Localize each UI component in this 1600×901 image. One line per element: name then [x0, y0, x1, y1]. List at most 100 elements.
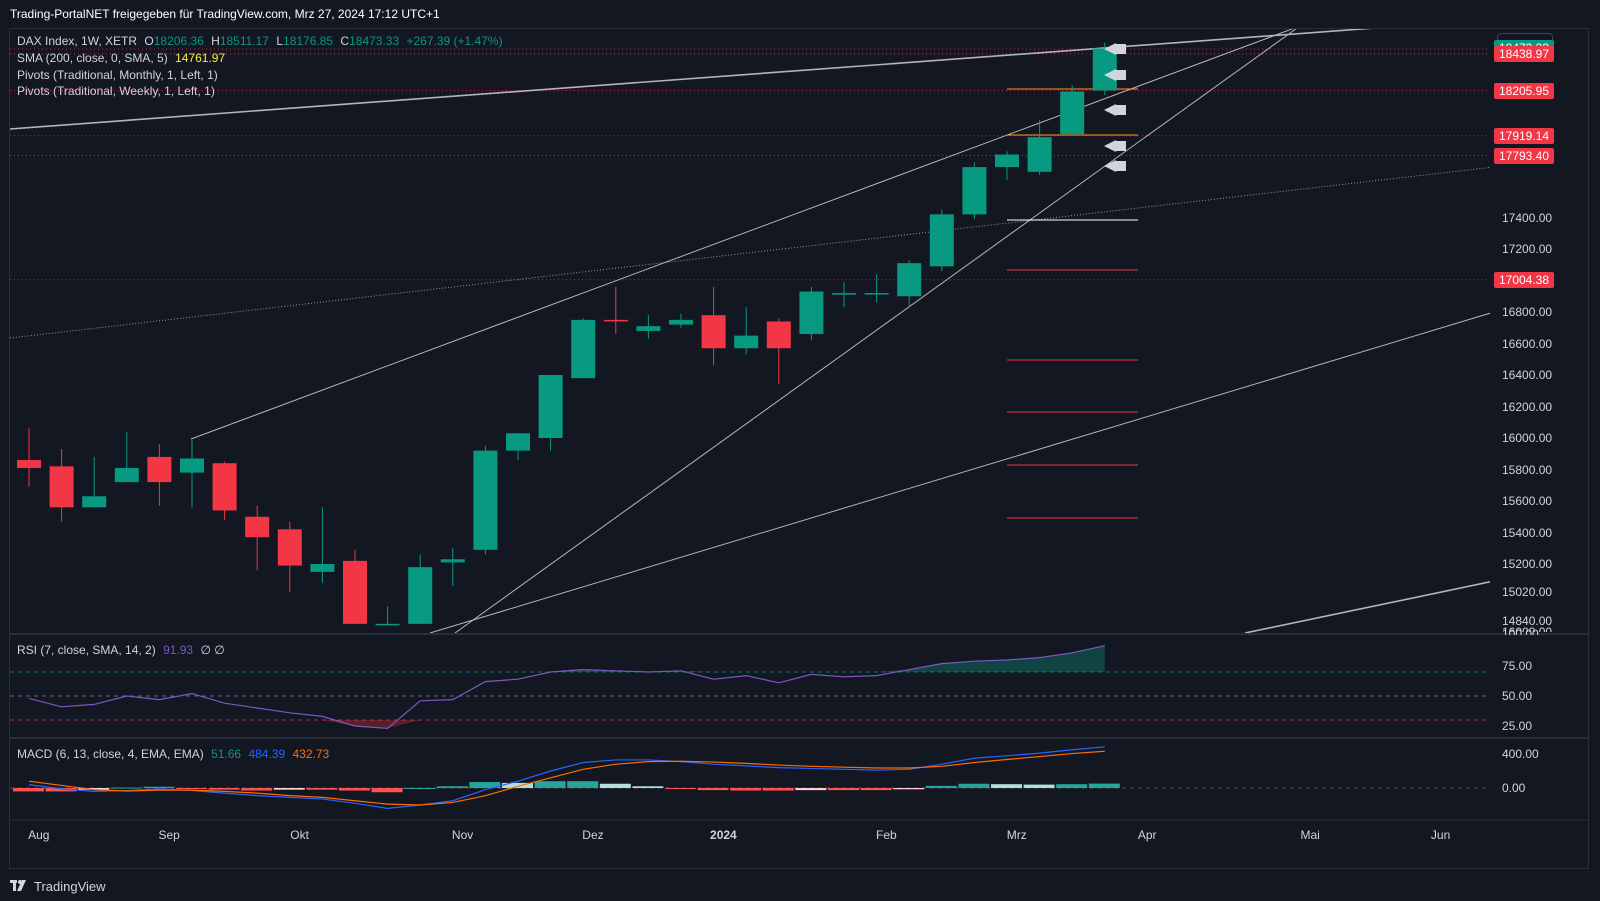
main-pane[interactable] [10, 26, 1494, 633]
macd-tick-label: 400.00 [1502, 747, 1539, 761]
macd-histogram-bar [306, 788, 338, 790]
candle-body [277, 529, 302, 566]
candle-body [832, 293, 856, 295]
price-label: 17793.40 [1494, 147, 1554, 164]
time-tick-label: Mrz [1006, 828, 1027, 842]
alert-arrow-icon [1104, 104, 1116, 116]
macd-histogram-bar [665, 788, 696, 789]
close-label: C [340, 34, 350, 48]
sma-legend[interactable]: SMA (200, close, 0, SMA, 5) 14761.97 [17, 51, 229, 65]
candle-body [180, 458, 204, 473]
candle-body [995, 154, 1019, 168]
price-tick-label: 14840.00 [1502, 613, 1553, 628]
candle-body [147, 456, 172, 483]
macd-histogram-bar [208, 788, 240, 790]
alert-marker-icon [1116, 44, 1126, 54]
macd-histogram-bar [795, 788, 827, 791]
low-label: L [276, 34, 284, 48]
candle-body [864, 293, 889, 295]
price-tick-label: 17400.00 [1502, 210, 1553, 225]
candle-body [571, 319, 596, 379]
candle-body [506, 433, 530, 451]
rsi-tick-label: 75.00 [1502, 659, 1533, 673]
macd-histogram-bar [534, 781, 566, 788]
macd-histogram-bar [697, 788, 729, 791]
candle-body [799, 291, 824, 335]
price-tick-label: 15020.00 [1502, 585, 1553, 600]
macd-legend[interactable]: MACD (6, 13, close, 4, EMA, EMA) 51.66 4… [17, 747, 333, 761]
time-tick-label: Okt [290, 828, 309, 842]
alert-marker-icon [1116, 105, 1126, 115]
trendline [190, 29, 1294, 440]
macd-histogram-bar [958, 783, 990, 788]
candle-body [1092, 48, 1117, 91]
high-value: 18511.17 [219, 34, 269, 48]
candle-body [245, 516, 270, 538]
trendline [10, 166, 1490, 339]
rsi-tick-label: 25.00 [1502, 719, 1533, 733]
main-legend[interactable]: DAX Index, 1W, XETR O18206.36 H18511.17 … [17, 34, 507, 48]
price-label: 18438.97 [1494, 45, 1554, 62]
macd-histogram-bar [828, 788, 859, 791]
signal-line [28, 750, 1105, 806]
candle-body [636, 326, 661, 331]
trendline [429, 312, 1490, 633]
candle-body [1027, 137, 1052, 172]
footer-brand-label: TradingView [34, 878, 106, 894]
tradingview-logo-icon [10, 880, 26, 891]
macd-histogram-bar [762, 788, 794, 791]
snapshot-title: Trading-PortalNET freigegeben für Tradin… [10, 7, 440, 21]
macd-histogram-bar [730, 788, 762, 791]
rsi-line [28, 645, 1105, 730]
rsi-value: 91.93 [163, 643, 194, 657]
candle-body [49, 466, 74, 508]
trendline [10, 29, 1373, 130]
pivots-weekly-legend[interactable]: Pivots (Traditional, Weekly, 1, Left, 1) [17, 84, 219, 98]
rsi-extra: ∅ ∅ [200, 643, 225, 657]
price-label: 17919.14 [1494, 127, 1554, 144]
pivots-monthly-legend[interactable]: Pivots (Traditional, Monthly, 1, Left, 1… [17, 68, 222, 82]
rsi-oversold-fill [29, 720, 1105, 729]
macd-histogram-bar [371, 788, 403, 793]
candle-body [538, 375, 563, 438]
macd-histogram-bar [436, 786, 468, 788]
macd-line-value: 484.39 [248, 747, 286, 761]
candle-body [310, 564, 335, 572]
price-tick-label: 15400.00 [1502, 525, 1553, 540]
alert-marker-icon [1116, 70, 1126, 80]
footer-brand[interactable]: TradingView [10, 876, 106, 896]
macd-hist-value: 51.66 [211, 747, 242, 761]
macd-histogram-bar [339, 788, 370, 791]
candle-body [929, 214, 954, 267]
macd-histogram-bar [273, 788, 305, 790]
candle-body [343, 560, 367, 624]
macd-histogram-bar [632, 786, 664, 788]
candle-body [897, 263, 922, 297]
rsi-overbought-fill [29, 645, 1105, 672]
price-tick-label: 16000.00 [1502, 431, 1553, 445]
macd-histogram-bar [78, 788, 110, 790]
rsi-legend[interactable]: RSI (7, close, SMA, 14, 2) 91.93 ∅ ∅ [17, 643, 229, 657]
time-tick-label: Jun [1430, 828, 1451, 842]
macd-tick-label: 0.00 [1502, 781, 1526, 795]
time-tick-label: Aug [28, 828, 50, 842]
price-tick-label: 16000.00 [1502, 626, 1552, 632]
macd-histogram-bar [599, 783, 631, 788]
candle-body [212, 463, 237, 511]
macd-histogram-bar [469, 782, 501, 788]
candle-body [669, 319, 693, 325]
macd-histogram-bar [45, 788, 77, 792]
alert-arrow-icon [1104, 43, 1116, 55]
candle-body [17, 460, 41, 468]
price-tick-label: 16600.00 [1502, 336, 1553, 351]
macd-histogram-bar [893, 788, 925, 790]
price-tick-label: 15200.00 [1502, 557, 1553, 571]
time-tick-label: Apr [1137, 828, 1157, 842]
macd-histogram-bar [502, 782, 533, 788]
chart-frame[interactable] [9, 28, 1589, 869]
candle-body [962, 167, 987, 215]
price-tick-label: 15800.00 [1502, 462, 1553, 477]
open-label: O [144, 34, 154, 48]
trendline [454, 29, 1297, 633]
